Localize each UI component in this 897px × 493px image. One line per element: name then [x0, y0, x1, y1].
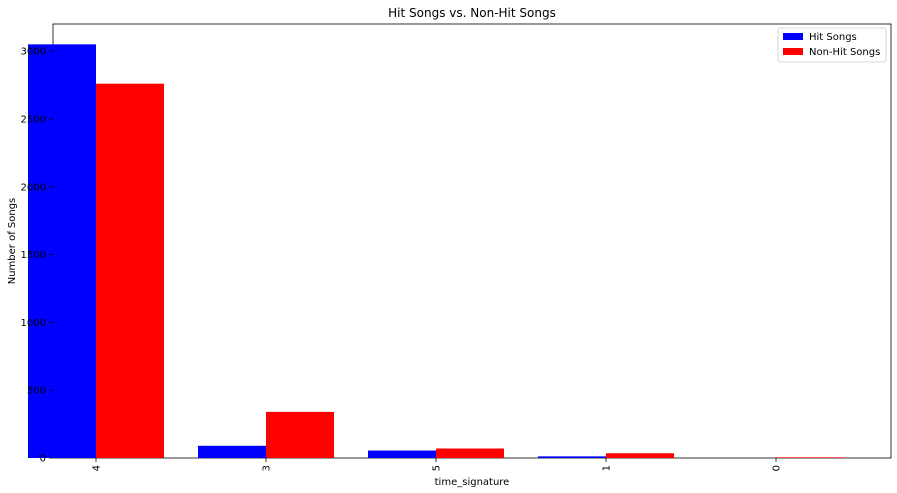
x-tick-label: 1 — [602, 465, 613, 471]
y-tick-label: 3000 — [21, 47, 46, 58]
legend: Hit Songs Non-Hit Songs — [777, 27, 887, 63]
bar-non-hit-0 — [776, 457, 844, 458]
bar-non-hit-4 — [96, 83, 164, 459]
x-axis-label: time_signature — [435, 477, 510, 488]
y-axis-ticks: 0 500 1000 1500 2000 2500 3000 — [21, 47, 53, 465]
bar-non-hit-1 — [606, 453, 674, 458]
bars-group — [28, 44, 844, 459]
bar-hit-1 — [538, 456, 606, 458]
y-tick-label: 500 — [27, 386, 46, 397]
x-tick-label: 4 — [92, 465, 103, 471]
plot-frame — [52, 23, 892, 459]
bar-hit-4 — [28, 44, 96, 458]
y-tick-label: 2500 — [21, 114, 46, 125]
y-tick-label: 2000 — [21, 182, 46, 193]
legend-swatch-hit — [783, 33, 803, 40]
legend-label-non-hit: Non-Hit Songs — [809, 47, 880, 58]
bar-hit-5 — [368, 450, 436, 458]
y-tick-label: 1000 — [21, 318, 46, 329]
x-tick-label: 0 — [772, 465, 783, 471]
x-tick-label: 3 — [262, 465, 273, 471]
bar-non-hit-5 — [436, 448, 504, 458]
bar-non-hit-3 — [266, 411, 334, 458]
chart-title: Hit Songs vs. Non-Hit Songs — [388, 6, 556, 20]
legend-box — [777, 27, 887, 63]
y-tick-label: 1500 — [21, 250, 46, 261]
legend-label-hit: Hit Songs — [809, 32, 857, 43]
plot-area: 0 500 1000 1500 2000 2500 3000 4 3 5 1 0 — [21, 23, 892, 471]
bar-hit-3 — [198, 445, 266, 458]
x-axis-ticks: 4 3 5 1 0 — [92, 458, 783, 471]
legend-swatch-non-hit — [783, 48, 803, 55]
x-tick-label: 5 — [432, 465, 443, 471]
y-tick-label: 0 — [40, 454, 46, 465]
y-axis-label: Number of Songs — [7, 198, 18, 285]
